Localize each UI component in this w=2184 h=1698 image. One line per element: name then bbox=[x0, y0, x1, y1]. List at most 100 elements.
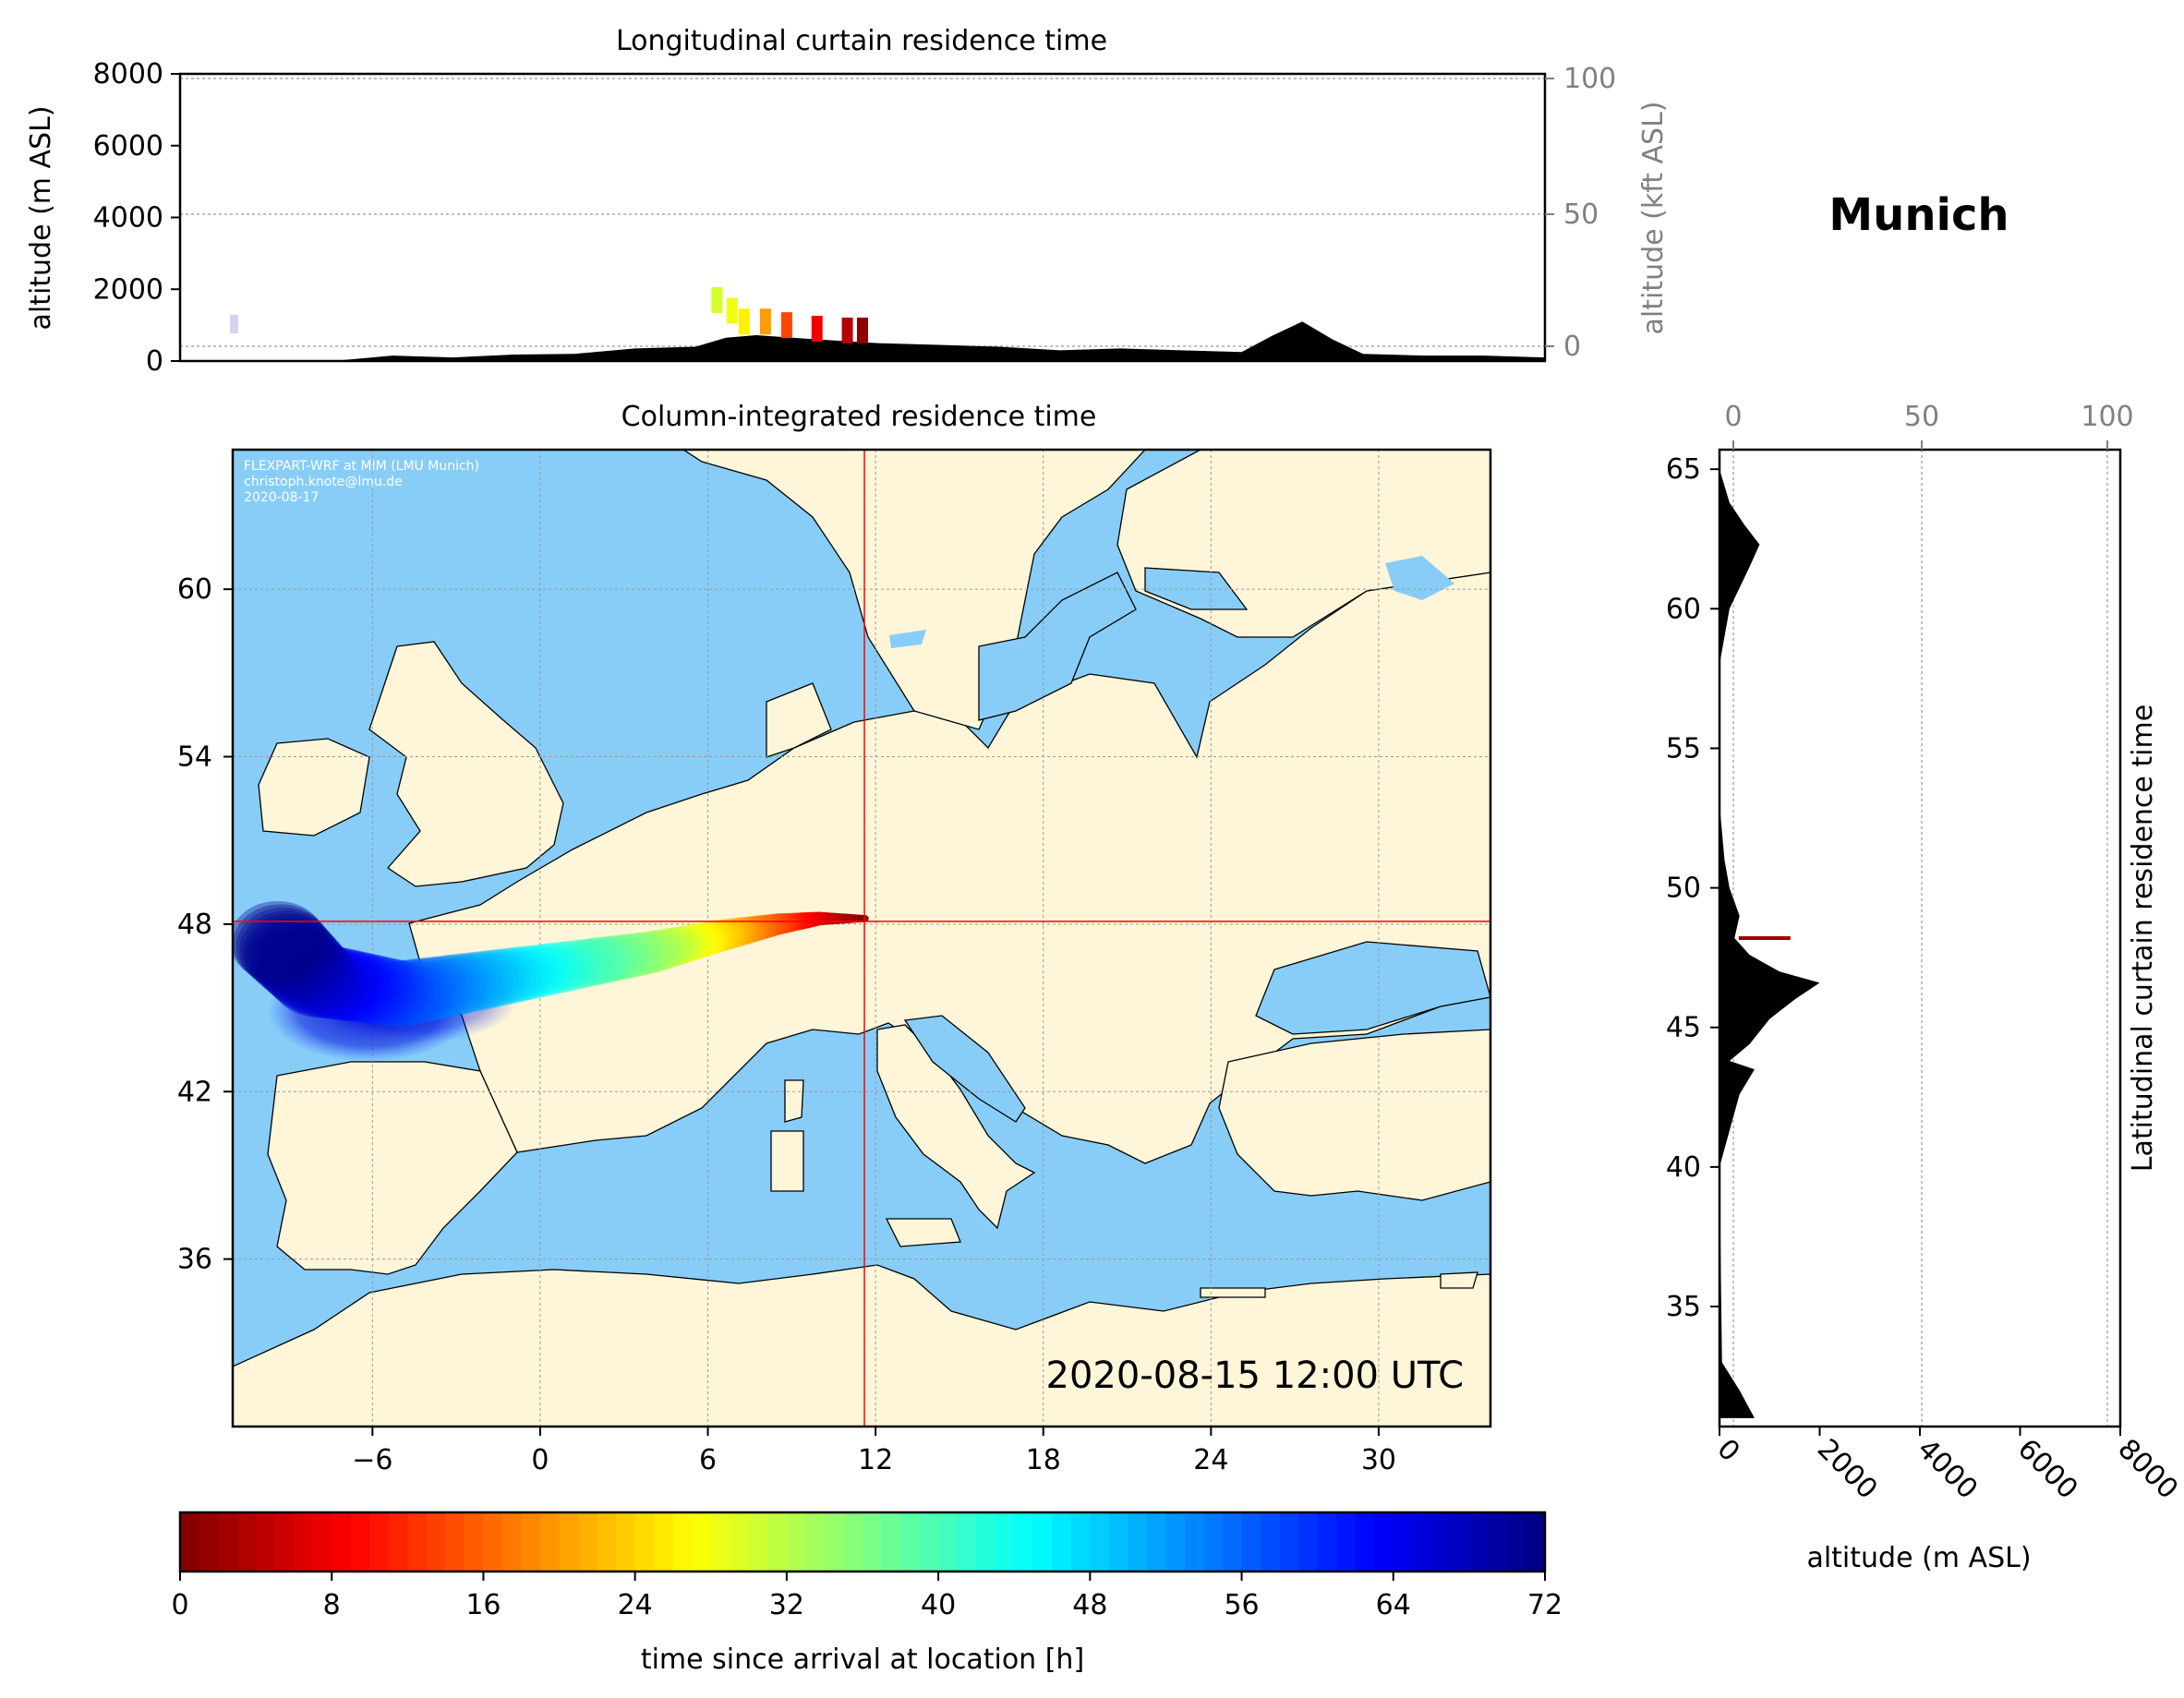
plume-particle bbox=[296, 947, 384, 1020]
right-ytick-label: 45 bbox=[1666, 1012, 1701, 1044]
colorbar-cell bbox=[938, 1512, 959, 1572]
map-xtick-label: 18 bbox=[1026, 1444, 1061, 1476]
map-ytick-label: 60 bbox=[177, 573, 212, 606]
plume-particle bbox=[235, 907, 332, 987]
colorbar-cell bbox=[597, 1512, 617, 1572]
right-top-xtick-label: 0 bbox=[1724, 401, 1742, 433]
top-faint-plume bbox=[230, 315, 238, 333]
denmark bbox=[766, 682, 832, 758]
map-axes-frame bbox=[231, 448, 1492, 1428]
plume-particle bbox=[347, 957, 429, 1026]
plume-particle bbox=[271, 943, 362, 1018]
colorbar-cell bbox=[1241, 1512, 1261, 1572]
colorbar-cell bbox=[692, 1512, 712, 1572]
colorbar-cell bbox=[881, 1512, 901, 1572]
colorbar-cell bbox=[199, 1512, 219, 1572]
map-xtick-label: −6 bbox=[352, 1444, 392, 1476]
colorbar-cell bbox=[1108, 1512, 1128, 1572]
great-britain bbox=[368, 641, 564, 887]
plume-core-blob-2 bbox=[314, 960, 517, 1043]
right-y-axis: 35 40 45 50 55 60 65 bbox=[1666, 453, 1719, 1323]
plume-particle bbox=[493, 945, 559, 1001]
colorbar-cell bbox=[824, 1512, 845, 1572]
plume-particle bbox=[360, 960, 440, 1028]
colorbar-cell bbox=[350, 1512, 370, 1572]
plume-particle bbox=[329, 954, 413, 1024]
iberia bbox=[267, 1061, 518, 1275]
right-top-x-axis: 0 50 100 bbox=[1724, 401, 2134, 450]
top-ylabel: altitude (m ASL) bbox=[25, 105, 57, 330]
plume-particle bbox=[487, 946, 553, 1002]
plume-particle bbox=[531, 941, 593, 993]
top-terrain-profile bbox=[180, 321, 1545, 361]
colorbar-tick-label: 0 bbox=[171, 1589, 188, 1621]
colorbar-tick-label: 24 bbox=[618, 1589, 653, 1621]
colorbar-cell bbox=[1336, 1512, 1357, 1572]
colorbar-cell bbox=[1298, 1512, 1319, 1572]
plume-particle bbox=[265, 936, 356, 1012]
plume-particle bbox=[233, 904, 329, 984]
colorbar-tick-label: 56 bbox=[1224, 1589, 1259, 1621]
colorbar-cell bbox=[672, 1512, 693, 1572]
right-ytick-label: 40 bbox=[1666, 1151, 1701, 1184]
colorbar-cell bbox=[369, 1512, 390, 1572]
colorbar-cell bbox=[748, 1512, 768, 1572]
colorbar-cell bbox=[1070, 1512, 1091, 1572]
plume-particle bbox=[354, 959, 435, 1027]
colorbar-cell bbox=[1165, 1512, 1186, 1572]
colorbar-cell bbox=[1468, 1512, 1490, 1572]
colorbar-tick-label: 8 bbox=[323, 1589, 341, 1621]
plume-particle bbox=[322, 953, 407, 1023]
plume-particle bbox=[233, 900, 326, 981]
plume-particle bbox=[537, 941, 598, 992]
colorbar-cell bbox=[654, 1512, 674, 1572]
plume-particle bbox=[424, 953, 497, 1015]
plume-particle bbox=[513, 944, 576, 996]
plume-particle bbox=[380, 958, 458, 1024]
colorbar-cell bbox=[1014, 1512, 1034, 1572]
plume-particle bbox=[309, 950, 395, 1022]
map-xtick-label: 30 bbox=[1361, 1444, 1396, 1476]
top-plume-cell bbox=[857, 317, 868, 343]
plume-particle bbox=[268, 939, 359, 1015]
map-ytick-label: 42 bbox=[177, 1076, 212, 1108]
plume-particle bbox=[261, 933, 354, 1009]
colorbar-cell bbox=[1052, 1512, 1072, 1572]
top-plume-cell bbox=[759, 308, 771, 335]
map-x-axis: −6 0 6 12 18 24 30 bbox=[352, 1427, 1396, 1476]
colorbar-cell bbox=[426, 1512, 446, 1572]
plume-particle bbox=[255, 926, 348, 1004]
colorbar-cell bbox=[407, 1512, 428, 1572]
plume-particle bbox=[404, 956, 480, 1018]
credit-line-1: FLEXPART-WRF at MIM (LMU Munich) bbox=[244, 459, 479, 474]
colorbar-cell bbox=[616, 1512, 636, 1572]
colorbar-tick-label: 48 bbox=[1072, 1589, 1107, 1621]
colorbar-cell bbox=[1032, 1512, 1053, 1572]
longitudinal-curtain-panel: Longitudinal curtain residence time 0 200… bbox=[25, 25, 1670, 378]
right-ytick-label: 60 bbox=[1666, 593, 1701, 625]
map-xtick-label: 12 bbox=[858, 1444, 893, 1476]
colorbar-cell bbox=[1488, 1512, 1508, 1572]
map-ytick-label: 54 bbox=[177, 741, 212, 774]
right-ytick-label: 65 bbox=[1666, 453, 1701, 486]
colorbar-cell bbox=[274, 1512, 295, 1572]
plume-particle bbox=[557, 938, 616, 988]
colorbar-cell bbox=[1279, 1512, 1299, 1572]
colorbar-cell bbox=[1146, 1512, 1167, 1572]
map-ytick-label: 36 bbox=[177, 1244, 212, 1276]
colorbar-cell bbox=[900, 1512, 921, 1572]
colorbar-tick-label: 32 bbox=[769, 1589, 804, 1621]
colorbar-cell bbox=[1450, 1512, 1470, 1572]
map-xtick-label: 6 bbox=[699, 1444, 717, 1476]
colorbar-cell bbox=[710, 1512, 730, 1572]
plume-particle bbox=[544, 940, 604, 990]
plume-particle bbox=[563, 938, 621, 986]
plume-particle bbox=[436, 952, 508, 1012]
colorbar-cell bbox=[540, 1512, 561, 1572]
plume-particle bbox=[291, 946, 379, 1019]
colorbar-cell bbox=[332, 1512, 352, 1572]
right-xtick-label: 8000 bbox=[2111, 1433, 2184, 1506]
right-xtick-label: 4000 bbox=[1911, 1433, 1984, 1506]
plume-particle bbox=[341, 957, 424, 1026]
plume-particle bbox=[239, 910, 334, 990]
